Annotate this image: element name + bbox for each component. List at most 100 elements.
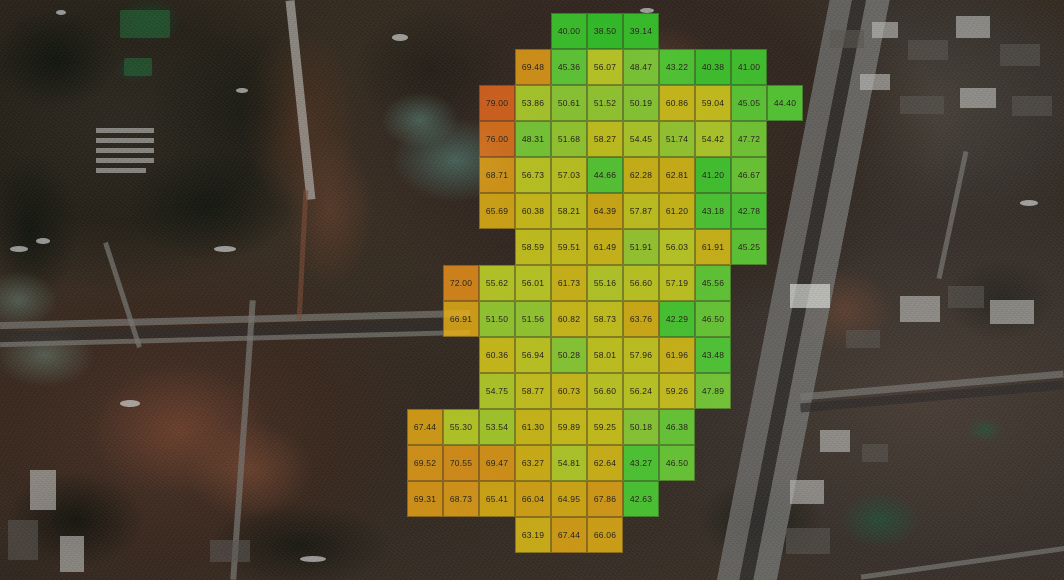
grid-cell[interactable]: 58.21 (551, 193, 587, 229)
grid-cell[interactable]: 54.42 (695, 121, 731, 157)
grid-cell[interactable]: 69.52 (407, 445, 443, 481)
grid-cell[interactable]: 57.03 (551, 157, 587, 193)
grid-cell[interactable]: 54.45 (623, 121, 659, 157)
grid-cell[interactable]: 65.69 (479, 193, 515, 229)
grid-cell[interactable]: 45.36 (551, 49, 587, 85)
grid-cell[interactable]: 53.54 (479, 409, 515, 445)
grid-cell[interactable]: 57.19 (659, 265, 695, 301)
grid-cell[interactable]: 55.30 (443, 409, 479, 445)
grid-cell[interactable]: 59.04 (695, 85, 731, 121)
grid-cell[interactable]: 60.86 (659, 85, 695, 121)
grid-cell[interactable]: 61.96 (659, 337, 695, 373)
grid-cell[interactable]: 51.91 (623, 229, 659, 265)
grid-cell[interactable]: 45.25 (731, 229, 767, 265)
grid-cell[interactable]: 68.71 (479, 157, 515, 193)
grid-cell[interactable]: 60.36 (479, 337, 515, 373)
grid-cell[interactable]: 50.61 (551, 85, 587, 121)
grid-cell[interactable]: 60.38 (515, 193, 551, 229)
grid-cell[interactable]: 38.50 (587, 13, 623, 49)
grid-cell[interactable]: 43.18 (695, 193, 731, 229)
grid-cell[interactable]: 51.50 (479, 301, 515, 337)
grid-cell[interactable]: 62.64 (587, 445, 623, 481)
grid-cell[interactable]: 70.55 (443, 445, 479, 481)
grid-cell[interactable]: 54.81 (551, 445, 587, 481)
grid-cell[interactable]: 41.00 (731, 49, 767, 85)
grid-cell[interactable]: 60.73 (551, 373, 587, 409)
grid-cell[interactable]: 59.26 (659, 373, 695, 409)
grid-cell[interactable]: 62.28 (623, 157, 659, 193)
grid-cell[interactable]: 61.91 (695, 229, 731, 265)
grid-cell[interactable]: 63.19 (515, 517, 551, 553)
grid-cell[interactable]: 50.18 (623, 409, 659, 445)
grid-cell[interactable]: 42.29 (659, 301, 695, 337)
grid-cell[interactable]: 42.63 (623, 481, 659, 517)
grid-cell[interactable]: 59.89 (551, 409, 587, 445)
grid-cell[interactable]: 46.67 (731, 157, 767, 193)
grid-cell[interactable]: 57.96 (623, 337, 659, 373)
grid-cell[interactable]: 61.73 (551, 265, 587, 301)
grid-cell[interactable]: 43.48 (695, 337, 731, 373)
grid-cell[interactable]: 56.03 (659, 229, 695, 265)
grid-cell[interactable]: 54.75 (479, 373, 515, 409)
grid-cell[interactable]: 56.60 (623, 265, 659, 301)
grid-cell[interactable]: 41.20 (695, 157, 731, 193)
grid-cell[interactable]: 45.56 (695, 265, 731, 301)
grid-cell[interactable]: 51.52 (587, 85, 623, 121)
grid-cell[interactable]: 44.66 (587, 157, 623, 193)
grid-cell[interactable]: 79.00 (479, 85, 515, 121)
grid-cell[interactable]: 56.73 (515, 157, 551, 193)
grid-cell[interactable]: 59.25 (587, 409, 623, 445)
grid-cell[interactable]: 56.24 (623, 373, 659, 409)
grid-cell[interactable]: 72.00 (443, 265, 479, 301)
grid-cell[interactable]: 48.31 (515, 121, 551, 157)
grid-cell[interactable]: 58.77 (515, 373, 551, 409)
grid-cell[interactable]: 48.47 (623, 49, 659, 85)
grid-cell[interactable]: 56.60 (587, 373, 623, 409)
grid-cell[interactable]: 57.87 (623, 193, 659, 229)
grid-cell[interactable]: 46.50 (695, 301, 731, 337)
grid-cell[interactable]: 67.44 (407, 409, 443, 445)
grid-cell[interactable]: 51.56 (515, 301, 551, 337)
grid-cell[interactable]: 46.50 (659, 445, 695, 481)
grid-cell[interactable]: 47.89 (695, 373, 731, 409)
grid-cell[interactable]: 66.04 (515, 481, 551, 517)
grid-cell[interactable]: 56.01 (515, 265, 551, 301)
grid-cell[interactable]: 46.38 (659, 409, 695, 445)
grid-cell[interactable]: 68.73 (443, 481, 479, 517)
grid-cell[interactable]: 43.27 (623, 445, 659, 481)
grid-cell[interactable]: 55.62 (479, 265, 515, 301)
grid-cell[interactable]: 63.27 (515, 445, 551, 481)
grid-cell[interactable]: 56.07 (587, 49, 623, 85)
grid-cell[interactable]: 51.68 (551, 121, 587, 157)
grid-cell[interactable]: 64.39 (587, 193, 623, 229)
grid-cell[interactable]: 51.74 (659, 121, 695, 157)
grid-cell[interactable]: 69.47 (479, 445, 515, 481)
grid-cell[interactable]: 64.95 (551, 481, 587, 517)
grid-cell[interactable]: 42.78 (731, 193, 767, 229)
grid-cell[interactable]: 53.86 (515, 85, 551, 121)
grid-cell[interactable]: 69.48 (515, 49, 551, 85)
grid-cell[interactable]: 58.73 (587, 301, 623, 337)
grid-cell[interactable]: 55.16 (587, 265, 623, 301)
grid-cell[interactable]: 43.22 (659, 49, 695, 85)
grid-cell[interactable]: 65.41 (479, 481, 515, 517)
grid-cell[interactable]: 40.38 (695, 49, 731, 85)
grid-cell[interactable]: 58.01 (587, 337, 623, 373)
grid-cell[interactable]: 61.20 (659, 193, 695, 229)
grid-cell[interactable]: 61.30 (515, 409, 551, 445)
grid-cell[interactable]: 76.00 (479, 121, 515, 157)
grid-cell[interactable]: 47.72 (731, 121, 767, 157)
grid-cell[interactable]: 61.49 (587, 229, 623, 265)
grid-cell[interactable]: 69.31 (407, 481, 443, 517)
grid-cell[interactable]: 66.91 (443, 301, 479, 337)
grid-cell[interactable]: 50.28 (551, 337, 587, 373)
grid-cell[interactable]: 56.94 (515, 337, 551, 373)
grid-cell[interactable]: 63.76 (623, 301, 659, 337)
grid-cell[interactable]: 44.40 (767, 85, 803, 121)
grid-cell[interactable]: 40.00 (551, 13, 587, 49)
grid-cell[interactable]: 58.59 (515, 229, 551, 265)
grid-cell[interactable]: 45.05 (731, 85, 767, 121)
grid-cell[interactable]: 59.51 (551, 229, 587, 265)
